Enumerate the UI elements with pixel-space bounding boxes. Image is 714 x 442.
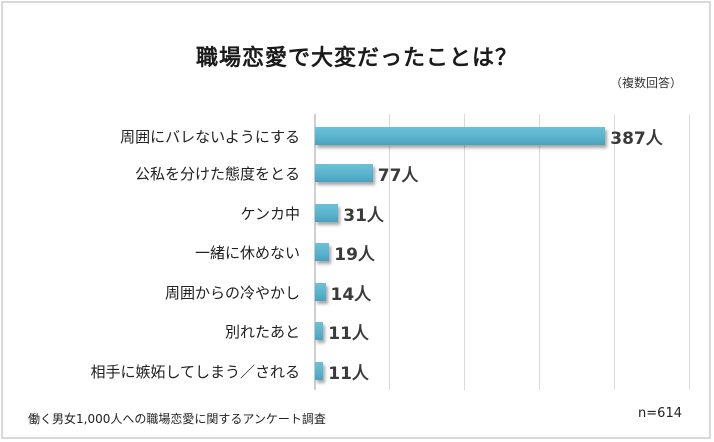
bar-value-label: 11人 xyxy=(328,324,369,344)
bar-value-label: 14人 xyxy=(330,285,372,305)
category-label: 相手に嫉妬してしまう／される xyxy=(90,363,300,381)
bar-value-label: 31人 xyxy=(343,206,384,226)
plot-area: 387人 77人 31人 19人 14人 11人 11人 xyxy=(314,114,694,390)
bar-value-label: 11人 xyxy=(328,364,369,384)
gridline xyxy=(389,114,390,390)
bar-value-label: 387人 xyxy=(610,129,663,149)
survey-footnote: 働く男女1,000人への職場恋愛に関するアンケート調査 xyxy=(28,412,326,426)
category-label: 公私を分けた態度をとる xyxy=(134,165,300,183)
chart-subtitle: （複数回答） xyxy=(609,76,682,90)
gridline xyxy=(689,114,690,390)
chart-title: 職場恋愛で大変だったことは？ xyxy=(195,46,518,71)
category-label: 周囲からの冷やかし xyxy=(164,284,300,302)
gridline xyxy=(614,114,615,390)
gridline xyxy=(464,114,465,390)
bar-value-label: 77人 xyxy=(377,166,419,186)
bar xyxy=(315,243,330,261)
bar xyxy=(315,127,606,145)
bar xyxy=(315,322,324,340)
category-label: 周囲にバレないようにする xyxy=(120,128,300,146)
bar xyxy=(315,283,326,301)
bar-value-label: 19人 xyxy=(334,245,375,265)
sample-size: n=614 xyxy=(638,406,682,421)
category-label: 別れたあと xyxy=(224,323,300,341)
category-label: ケンカ中 xyxy=(240,205,300,223)
bar xyxy=(315,204,339,222)
category-label: 一緒に休めない xyxy=(194,244,300,262)
gridline xyxy=(539,114,540,390)
bar xyxy=(315,164,373,182)
bar xyxy=(315,362,324,380)
